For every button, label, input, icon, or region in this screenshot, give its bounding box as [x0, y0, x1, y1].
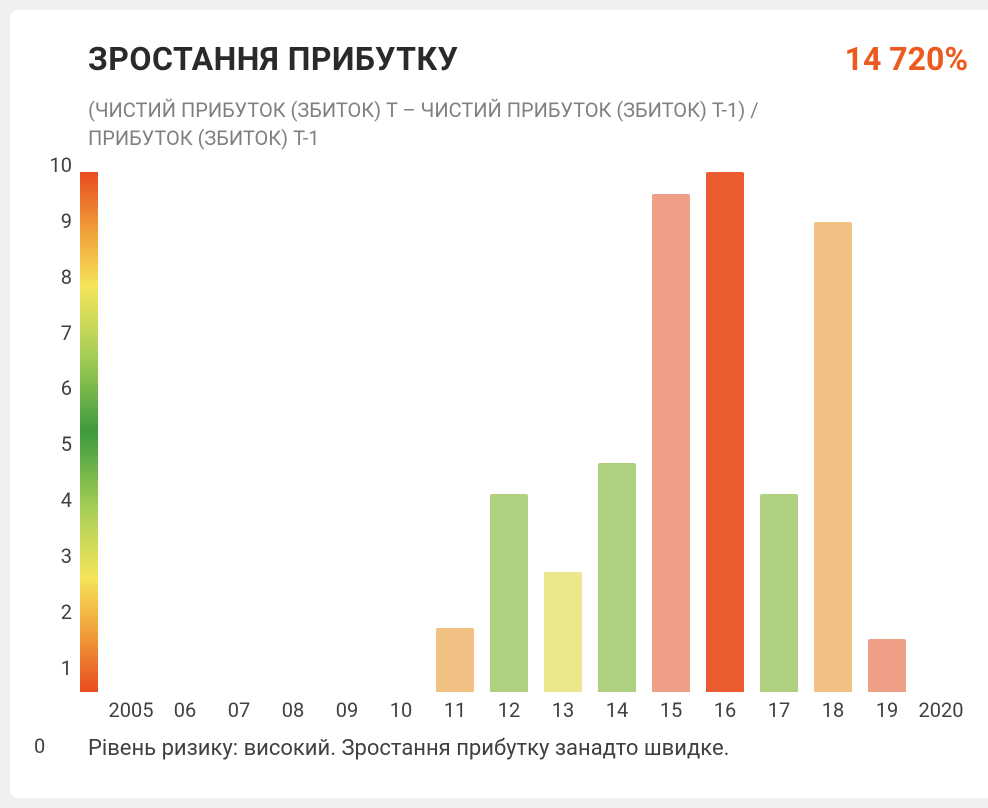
bar	[814, 222, 853, 692]
x-tick: 07	[212, 698, 266, 722]
x-tick: 10	[374, 698, 428, 722]
y-tick: 3	[61, 544, 72, 568]
chart-metric: 14 720%	[845, 40, 968, 78]
x-tick: 17	[752, 698, 806, 722]
zero-label: 0	[34, 734, 45, 758]
y-tick: 8	[61, 265, 72, 289]
y-tick: 7	[61, 321, 72, 345]
bar	[544, 572, 583, 692]
bar	[868, 639, 907, 692]
x-tick: 15	[644, 698, 698, 722]
bar	[490, 494, 529, 692]
footer-text: Рівень ризику: високий. Зростання прибут…	[40, 736, 968, 761]
y-tick: 5	[61, 432, 72, 456]
bar	[706, 172, 745, 692]
x-tick: 06	[158, 698, 212, 722]
y-tick: 2	[61, 600, 72, 624]
x-tick: 14	[590, 698, 644, 722]
x-tick: 09	[320, 698, 374, 722]
x-tick: 11	[428, 698, 482, 722]
risk-gradient	[80, 172, 98, 692]
x-tick: 13	[536, 698, 590, 722]
chart-area: 12345678910	[40, 172, 968, 692]
y-axis: 12345678910	[40, 172, 80, 692]
x-tick: 2005	[104, 698, 158, 722]
bar	[598, 463, 637, 692]
y-tick: 9	[61, 209, 72, 233]
bar	[436, 628, 475, 692]
x-tick: 16	[698, 698, 752, 722]
bar	[760, 494, 799, 692]
x-tick: 08	[266, 698, 320, 722]
x-axis: 200506070809101112131415161718192020	[40, 698, 968, 722]
x-tick: 18	[806, 698, 860, 722]
header-row: ЗРОСТАННЯ ПРИБУТКУ 14 720%	[40, 40, 968, 78]
chart-title: ЗРОСТАННЯ ПРИБУТКУ	[88, 40, 458, 78]
chart-card: ЗРОСТАННЯ ПРИБУТКУ 14 720% (ЧИСТИЙ ПРИБУ…	[10, 10, 988, 798]
x-tick: 19	[860, 698, 914, 722]
bar	[652, 194, 691, 692]
y-tick: 10	[50, 153, 72, 177]
y-tick: 6	[61, 376, 72, 400]
risk-gradient-legend	[80, 172, 98, 692]
plot-area	[104, 172, 968, 692]
y-tick: 1	[61, 656, 72, 680]
x-tick: 12	[482, 698, 536, 722]
x-tick: 2020	[914, 698, 968, 722]
y-tick: 4	[61, 488, 72, 512]
chart-subtitle: (ЧИСТИЙ ПРИБУТОК (ЗБИТОК) T – ЧИСТИЙ ПРИ…	[40, 96, 840, 152]
